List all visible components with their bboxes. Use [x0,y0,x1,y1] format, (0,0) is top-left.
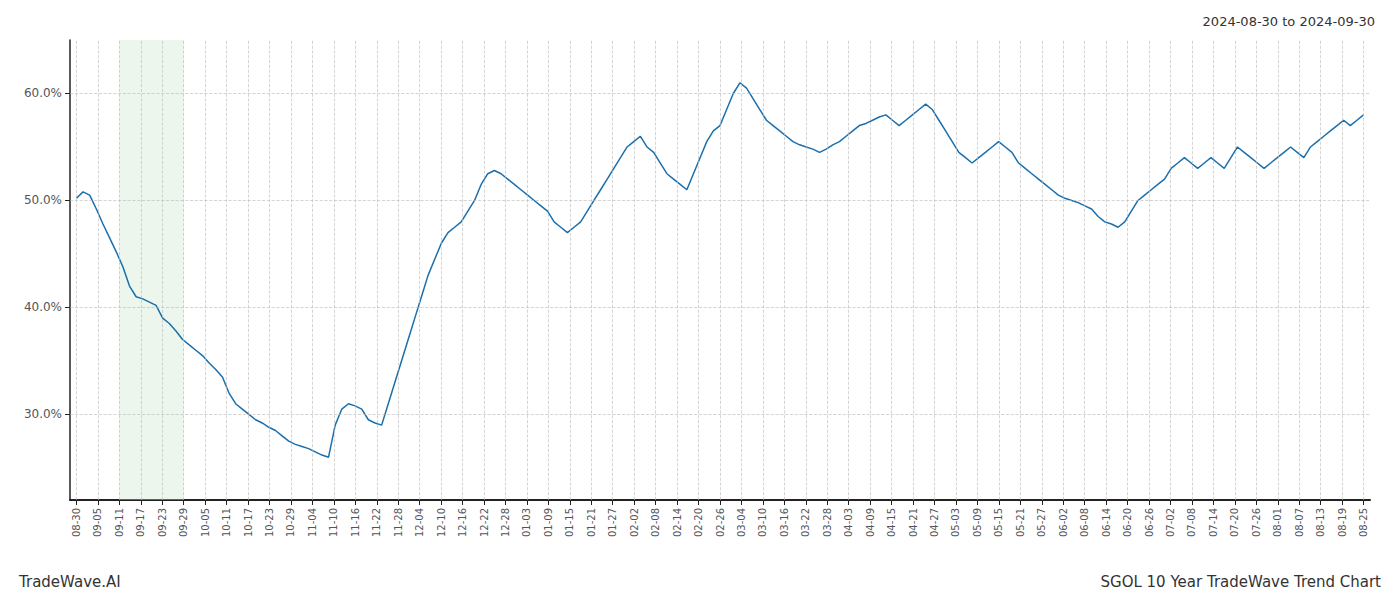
svg-text:02-20: 02-20 [693,508,704,537]
svg-text:12-04: 12-04 [414,508,425,537]
svg-text:09-05: 09-05 [92,508,103,537]
svg-text:04-15: 04-15 [886,508,897,537]
svg-text:06-20: 06-20 [1122,508,1133,537]
svg-text:01-03: 01-03 [521,508,532,537]
svg-text:11-10: 11-10 [328,508,339,537]
svg-text:02-08: 02-08 [650,508,661,537]
svg-text:03-16: 03-16 [779,508,790,537]
svg-text:09-29: 09-29 [178,508,189,537]
svg-text:06-02: 06-02 [1058,508,1069,537]
svg-text:07-02: 07-02 [1165,508,1176,537]
svg-text:12-22: 12-22 [479,508,490,537]
svg-text:05-15: 05-15 [993,508,1004,537]
svg-text:07-20: 07-20 [1229,508,1240,537]
svg-text:07-08: 07-08 [1186,508,1197,537]
svg-text:11-22: 11-22 [371,508,382,537]
svg-text:03-10: 03-10 [757,508,768,537]
svg-text:01-21: 01-21 [586,508,597,537]
svg-text:08-07: 08-07 [1294,508,1305,537]
svg-text:10-05: 10-05 [200,508,211,537]
svg-text:40.0%: 40.0% [24,300,62,314]
svg-text:03-28: 03-28 [822,508,833,537]
svg-text:04-03: 04-03 [843,508,854,537]
svg-text:12-28: 12-28 [500,508,511,537]
svg-text:05-03: 05-03 [950,508,961,537]
svg-text:01-27: 01-27 [607,508,618,537]
svg-text:TradeWave.AI: TradeWave.AI [18,573,121,591]
svg-text:50.0%: 50.0% [24,193,62,207]
svg-text:08-13: 08-13 [1315,508,1326,537]
svg-text:01-09: 01-09 [543,508,554,537]
svg-text:60.0%: 60.0% [24,86,62,100]
svg-text:10-11: 10-11 [221,508,232,537]
svg-text:08-01: 08-01 [1272,508,1283,537]
svg-text:08-30: 08-30 [71,508,82,537]
svg-text:30.0%: 30.0% [24,407,62,421]
svg-text:08-19: 08-19 [1337,508,1348,537]
svg-text:01-15: 01-15 [564,508,575,537]
svg-text:11-28: 11-28 [393,508,404,537]
svg-text:07-26: 07-26 [1251,508,1262,537]
svg-text:05-27: 05-27 [1036,508,1047,537]
svg-text:09-17: 09-17 [135,508,146,537]
svg-text:04-21: 04-21 [908,508,919,537]
svg-text:2024-08-30 to 2024-09-30: 2024-08-30 to 2024-09-30 [1203,14,1375,29]
svg-text:05-09: 05-09 [972,508,983,537]
svg-text:04-27: 04-27 [929,508,940,537]
svg-text:08-25: 08-25 [1358,508,1369,537]
svg-text:02-02: 02-02 [629,508,640,537]
svg-text:12-16: 12-16 [457,508,468,537]
svg-text:06-14: 06-14 [1101,508,1112,537]
svg-text:06-08: 06-08 [1079,508,1090,537]
svg-text:09-11: 09-11 [114,508,125,537]
svg-text:06-26: 06-26 [1144,508,1155,537]
svg-text:03-22: 03-22 [800,508,811,537]
svg-text:07-14: 07-14 [1208,508,1219,537]
svg-text:SGOL 10 Year TradeWave Trend C: SGOL 10 Year TradeWave Trend Chart [1100,573,1381,591]
svg-text:11-16: 11-16 [350,508,361,537]
svg-text:02-14: 02-14 [672,508,683,537]
svg-text:09-23: 09-23 [157,508,168,537]
svg-text:04-09: 04-09 [865,508,876,537]
svg-text:02-26: 02-26 [715,508,726,537]
svg-text:05-21: 05-21 [1015,508,1026,537]
svg-text:03-04: 03-04 [736,508,747,537]
svg-text:10-17: 10-17 [243,508,254,537]
svg-text:10-29: 10-29 [285,508,296,537]
svg-text:11-04: 11-04 [307,508,318,537]
svg-text:12-10: 12-10 [436,508,447,537]
svg-text:10-23: 10-23 [264,508,275,537]
